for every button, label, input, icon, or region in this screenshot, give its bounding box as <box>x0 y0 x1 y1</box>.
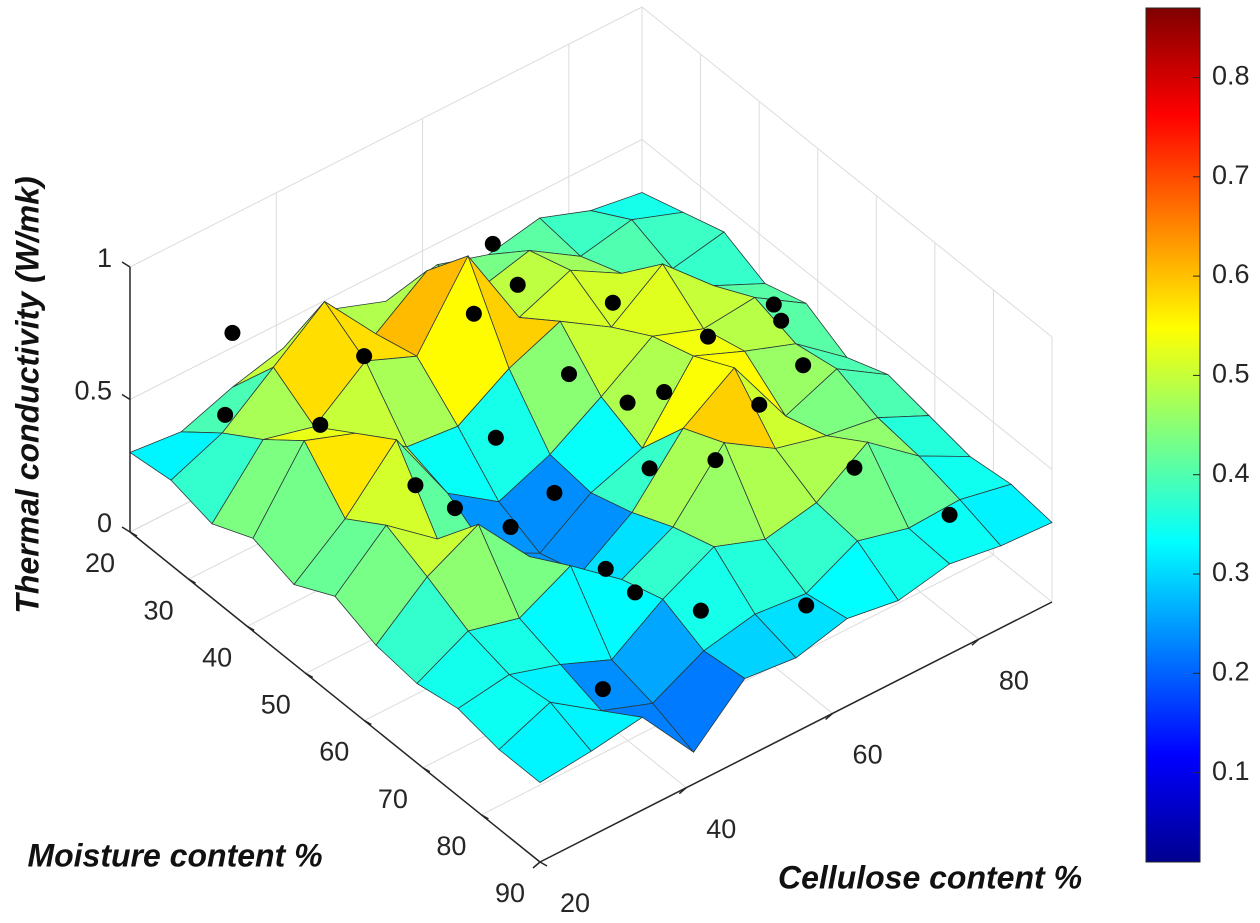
x-tick <box>678 787 687 795</box>
z-tick-label: 1 <box>97 243 112 273</box>
points <box>217 235 958 698</box>
x-tick <box>532 861 541 869</box>
x-axis-label: Cellulose content % <box>778 859 1082 895</box>
data-point <box>509 276 526 293</box>
x-tick-label: 20 <box>560 888 590 918</box>
y-tick <box>481 814 489 820</box>
z-tick-label: 0.5 <box>74 376 112 406</box>
x-tick-label: 60 <box>853 740 883 770</box>
y-tick-label: 60 <box>319 737 349 767</box>
colorbar-tick-label: 0.2 <box>1212 656 1250 686</box>
y-tick-label: 50 <box>261 690 291 720</box>
data-point <box>546 484 563 501</box>
data-point <box>700 328 716 345</box>
data-point <box>692 602 709 619</box>
data-point <box>465 305 482 322</box>
y-axis <box>129 531 541 863</box>
data-point <box>217 406 234 423</box>
y-tick-label: 30 <box>144 595 174 625</box>
y-tick <box>363 719 372 726</box>
data-point <box>846 459 863 476</box>
data-point <box>656 384 673 401</box>
y-tick-label: 80 <box>436 831 466 861</box>
y-tick-label: 70 <box>378 784 408 814</box>
colorbar-tick-label: 0.6 <box>1212 259 1250 289</box>
data-point <box>484 235 501 252</box>
grid-line <box>129 139 643 400</box>
data-point <box>751 396 768 413</box>
colorbar-tick-label: 0.1 <box>1212 756 1250 786</box>
data-point <box>795 357 812 374</box>
data-point <box>312 416 329 433</box>
data-point <box>773 312 790 329</box>
data-point <box>356 348 373 365</box>
x-tick <box>971 638 980 646</box>
data-point <box>941 506 958 523</box>
grid-line <box>641 139 1053 470</box>
colorbar-tick-label: 0.4 <box>1212 458 1250 488</box>
data-point <box>619 394 636 411</box>
x-axis <box>539 601 1053 863</box>
z-tick <box>121 393 131 401</box>
surface <box>129 192 1053 783</box>
data-point <box>594 681 611 698</box>
data-point <box>641 460 658 477</box>
axes: 20 40 60 80 20 30 40 50 60 70 80 90 0 0.5 1 <box>74 243 1053 918</box>
grid-line <box>129 6 643 268</box>
colorbar-tick-label: 0.8 <box>1212 61 1250 91</box>
data-point <box>798 597 815 614</box>
y-tick-label: 90 <box>495 878 525 908</box>
z-tick-label: 0 <box>97 508 112 538</box>
data-point <box>487 429 504 446</box>
data-point <box>597 560 614 577</box>
colorbar-tick-label: 0.5 <box>1212 359 1250 389</box>
data-point <box>407 477 424 494</box>
data-point <box>765 296 782 313</box>
data-point <box>561 366 577 383</box>
y-tick <box>539 861 548 867</box>
y-tick <box>246 625 255 631</box>
data-point <box>446 500 463 517</box>
colorbar-tick-label: 0.7 <box>1212 160 1250 190</box>
data-point <box>224 324 241 341</box>
y-tick <box>305 672 314 679</box>
colorbar-tick-label: 0.3 <box>1212 557 1250 587</box>
surface-patch <box>498 701 592 783</box>
y-tick <box>422 767 431 773</box>
grid-line <box>641 6 1053 338</box>
x-tick-label: 80 <box>999 665 1029 695</box>
colorbar <box>1145 7 1201 863</box>
y-axis-label: Moisture content % <box>27 837 322 873</box>
z-tick <box>121 261 131 268</box>
y-tick <box>129 531 138 537</box>
y-tick-label: 40 <box>202 642 232 672</box>
data-point <box>604 294 621 311</box>
colorbar-ticks: 0.1 0.2 0.3 0.4 0.5 0.6 0.7 0.8 <box>1193 61 1250 786</box>
x-tick <box>825 712 834 720</box>
data-point <box>707 452 724 469</box>
x-tick-label: 40 <box>706 814 736 844</box>
data-point <box>502 519 519 536</box>
y-tick <box>188 578 196 584</box>
y-tick-label: 20 <box>85 548 115 578</box>
z-axis-label: Thermal conductivity (W/mk) <box>9 176 45 613</box>
data-point <box>627 584 643 601</box>
z-tick <box>121 526 131 533</box>
